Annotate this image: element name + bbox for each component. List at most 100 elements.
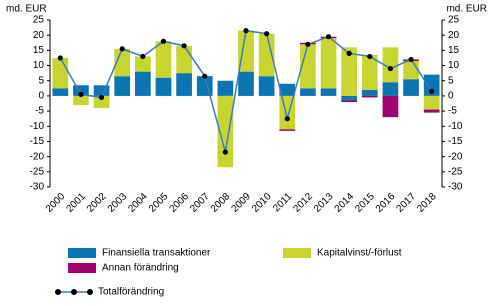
line-point (181, 43, 187, 49)
bar (382, 95, 399, 118)
bar (279, 83, 296, 96)
x-tick-label: 2000 (44, 191, 68, 215)
legend-swatch (68, 248, 96, 258)
bar (114, 76, 131, 96)
y2-tick-label: 15 (448, 45, 460, 56)
y2-tick-label: 20 (448, 30, 460, 41)
y2-tick-label: 0 (448, 91, 454, 102)
y-tick-label: 20 (33, 30, 45, 41)
legend-label: Kapitalvinst/-förlust (317, 248, 402, 259)
line-point (346, 50, 352, 57)
bar (341, 100, 357, 102)
line-point (140, 53, 146, 60)
bar (155, 41, 172, 78)
x-tick-label: 2005 (147, 191, 171, 215)
bar (320, 88, 337, 96)
y2-tick-label: 25 (448, 15, 460, 26)
unit-right: md. EUR (446, 4, 487, 15)
y-tick-label: -5 (35, 106, 44, 117)
x-tick-label: 2014 (333, 191, 357, 215)
bar (238, 71, 254, 96)
bar (93, 85, 110, 96)
y2-tick-label: -20 (448, 151, 463, 162)
bar (341, 95, 357, 101)
line-point (98, 94, 105, 101)
y-tick-label: -20 (30, 151, 45, 162)
bar (300, 44, 316, 89)
bar (217, 80, 234, 96)
bar (114, 48, 131, 77)
line-point (222, 149, 228, 155)
y-tick-label: -30 (30, 182, 45, 193)
x-tick-label: 2003 (106, 191, 130, 215)
y2-tick-label: -10 (448, 121, 463, 132)
bar (300, 88, 316, 96)
y-tick-label: -10 (30, 121, 45, 132)
line-point (160, 38, 167, 44)
bar (238, 30, 254, 72)
bar (423, 95, 440, 110)
bar (176, 45, 192, 74)
legend-point (87, 289, 93, 295)
x-tick-label: 2008 (209, 191, 233, 215)
line-point (387, 65, 394, 72)
legend-label: Totalförändring (98, 287, 164, 298)
y-tick-label: 10 (33, 60, 45, 71)
y2-tick-label: 10 (448, 60, 460, 71)
x-tick-label: 2010 (250, 191, 274, 215)
x-tick-label: 2013 (312, 191, 336, 215)
x-tick-label: 2004 (126, 191, 150, 215)
line-point (408, 56, 414, 63)
line-point (202, 73, 208, 79)
bar (403, 60, 419, 80)
x-tick-label: 2017 (395, 191, 419, 215)
bar (73, 85, 89, 96)
bar (176, 73, 192, 96)
line-point (264, 31, 270, 37)
legend-swatch (283, 248, 311, 258)
y2-tick-label: -25 (448, 166, 463, 177)
y2-tick-label: -5 (448, 106, 457, 117)
bar (258, 33, 275, 77)
bar (361, 95, 378, 98)
y-tick-label: 5 (38, 75, 44, 86)
x-tick-label: 2002 (85, 191, 109, 215)
line-point (367, 53, 373, 60)
x-tick-label: 2012 (291, 191, 315, 215)
bar (423, 109, 440, 113)
y-tick-label: -25 (30, 166, 45, 177)
bar (52, 88, 69, 96)
line-point (325, 34, 332, 40)
y2-tick-label: -15 (448, 136, 463, 147)
bar (423, 74, 440, 96)
legend-point (71, 289, 77, 295)
x-tick-label: 2006 (168, 191, 192, 215)
bar (279, 129, 296, 131)
line-point (119, 46, 125, 52)
unit-left: md. EUR (6, 4, 47, 15)
bar (135, 71, 151, 96)
x-tick-label: 2007 (188, 191, 212, 215)
bar (73, 95, 89, 106)
bar (196, 76, 213, 96)
x-tick-label: 2015 (353, 191, 377, 215)
x-tick-label: 2001 (64, 191, 88, 215)
y2-tick-label: 5 (448, 75, 454, 86)
line-point (284, 116, 290, 122)
y2-tick-label: -30 (448, 182, 463, 193)
bar (155, 77, 172, 96)
y-tick-label: 15 (33, 45, 45, 56)
bar (135, 56, 151, 72)
legend-label: Finansiella transaktioner (102, 248, 211, 259)
bar (217, 95, 234, 168)
bar (361, 54, 378, 90)
bar (320, 38, 337, 89)
line-point (243, 28, 249, 34)
bar (403, 79, 419, 96)
bar (382, 82, 399, 96)
legend-swatch (68, 263, 96, 273)
line-point (57, 55, 63, 61)
y-tick-label: 0 (38, 91, 44, 102)
bar (382, 47, 399, 83)
